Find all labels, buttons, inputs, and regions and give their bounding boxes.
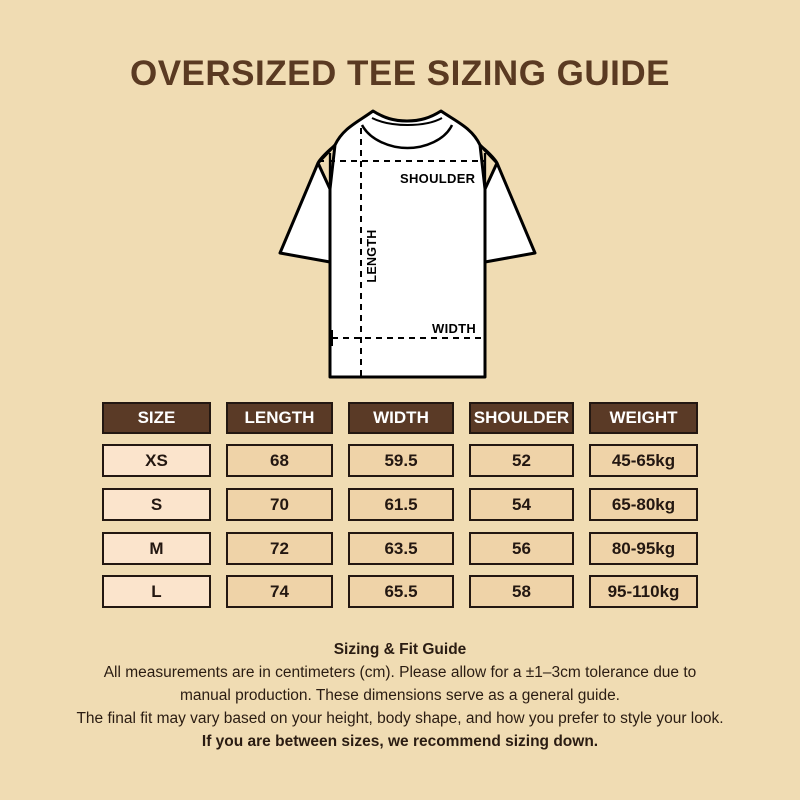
svg-text:SHOULDER: SHOULDER xyxy=(400,171,476,186)
svg-text:LENGTH: LENGTH xyxy=(365,229,379,282)
svg-text:WIDTH: WIDTH xyxy=(432,321,476,336)
